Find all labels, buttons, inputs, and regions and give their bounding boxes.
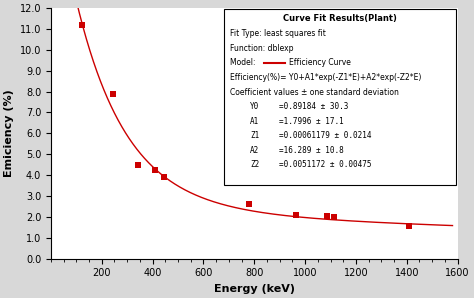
X-axis label: Energy (keV): Energy (keV): [214, 284, 295, 294]
Y-axis label: Emiciency (%): Emiciency (%): [4, 89, 14, 177]
Text: A1: A1: [250, 117, 259, 125]
Text: =0.00061179 ± 0.0214: =0.00061179 ± 0.0214: [279, 131, 371, 140]
Point: [78, 22, 86, 27]
Text: =0.0051172 ± 0.00475: =0.0051172 ± 0.00475: [279, 160, 371, 169]
Text: Curve Fit Results(Plant): Curve Fit Results(Plant): [283, 14, 397, 24]
Text: Efficiency(%)= Y0+A1*exp(-Z1*E)+A2*exp(-Z2*E): Efficiency(%)= Y0+A1*exp(-Z1*E)+A2*exp(-…: [230, 73, 421, 82]
Text: Model:: Model:: [230, 58, 260, 67]
Text: Function: dblexp: Function: dblexp: [230, 44, 293, 53]
Text: Coefficient values ± one standard deviation: Coefficient values ± one standard deviat…: [230, 88, 399, 97]
Text: Z1: Z1: [250, 131, 259, 140]
Point: [330, 215, 337, 219]
Point: [405, 224, 412, 229]
Text: Y0: Y0: [250, 102, 259, 111]
Point: [135, 162, 142, 167]
FancyBboxPatch shape: [224, 10, 456, 185]
Text: A2: A2: [250, 146, 259, 155]
Text: Efficiency Curve: Efficiency Curve: [289, 58, 351, 67]
Text: =0.89184 ± 30.3: =0.89184 ± 30.3: [279, 102, 348, 111]
Text: =1.7996 ± 17.1: =1.7996 ± 17.1: [279, 117, 343, 125]
Text: Fit Type: least squares fit: Fit Type: least squares fit: [230, 30, 326, 38]
Point: [323, 213, 330, 218]
Point: [109, 91, 117, 96]
Point: [292, 212, 300, 217]
Point: [245, 202, 253, 207]
Point: [152, 167, 159, 172]
Text: =16.289 ± 10.8: =16.289 ± 10.8: [279, 146, 343, 155]
Text: Z2: Z2: [250, 160, 259, 169]
Point: [160, 175, 168, 180]
